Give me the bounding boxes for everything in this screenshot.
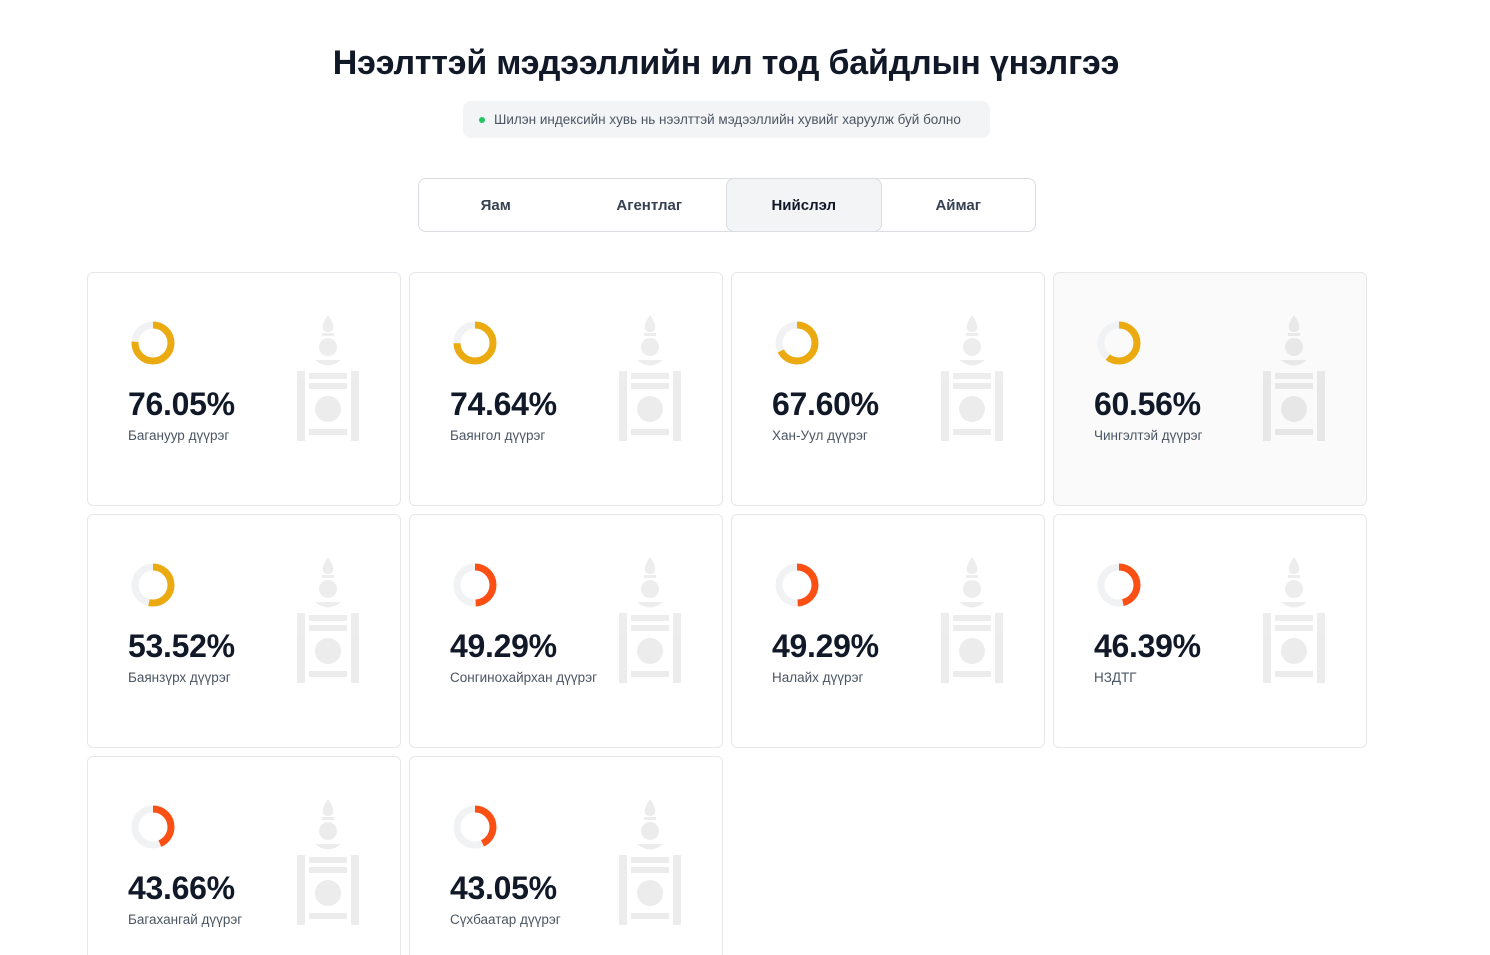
district-card[interactable]: 76.05% Багануур дүүрэг (87, 272, 401, 506)
progress-donut (131, 563, 175, 607)
soyombo-emblem-icon (619, 799, 681, 925)
soyombo-emblem-icon (1263, 557, 1325, 683)
district-name: Сүхбаатар дүүрэг (450, 912, 561, 927)
progress-donut (453, 321, 497, 365)
district-card[interactable]: 43.05% Сүхбаатар дүүрэг (409, 756, 723, 955)
soyombo-emblem-icon (297, 557, 359, 683)
donut-progress-arc (1097, 563, 1141, 607)
tab-niislel[interactable]: Нийслэл (726, 178, 882, 232)
district-card[interactable]: 43.66% Багахангай дүүрэг (87, 756, 401, 955)
info-note: Шилэн индексийн хувь нь нээлттэй мэдээлл… (463, 101, 990, 138)
soyombo-emblem-icon (297, 315, 359, 441)
soyombo-emblem-icon (1263, 315, 1325, 441)
district-name: Багахангай дүүрэг (128, 912, 243, 927)
district-name: Хан-Уул дүүрэг (772, 428, 868, 443)
progress-donut (1097, 321, 1141, 365)
soyombo-emblem-icon (941, 315, 1003, 441)
tab-yam[interactable]: Яам (480, 196, 511, 214)
donut-progress-arc (453, 805, 497, 849)
district-name: Сонгинохайрхан дүүрэг (450, 670, 598, 685)
district-card[interactable]: 46.39% НЗДТГ (1053, 514, 1367, 748)
percent-value: 43.66% (128, 870, 235, 906)
progress-donut (775, 563, 819, 607)
district-card[interactable]: 67.60% Хан-Уул дүүрэг (731, 272, 1045, 506)
donut-progress-arc (131, 321, 175, 365)
progress-donut (131, 805, 175, 849)
district-card[interactable]: 49.29% Налайх дүүрэг (731, 514, 1045, 748)
tab-agentlag[interactable]: Агентлаг (616, 196, 683, 214)
percent-value: 43.05% (450, 870, 557, 906)
percent-value: 53.52% (128, 628, 235, 664)
soyombo-emblem-icon (941, 557, 1003, 683)
donut-progress-arc (131, 563, 175, 607)
percent-value: 46.39% (1094, 628, 1201, 664)
district-name: Налайх дүүрэг (772, 670, 864, 685)
percent-value: 74.64% (450, 386, 557, 422)
district-card[interactable]: 60.56% Чингэлтэй дүүрэг (1053, 272, 1367, 506)
donut-progress-arc (1097, 321, 1141, 365)
district-card[interactable]: 53.52% Баянзүрх дүүрэг (87, 514, 401, 748)
district-name: Баянзүрх дүүрэг (128, 670, 231, 685)
percent-value: 76.05% (128, 386, 235, 422)
soyombo-emblem-icon (619, 315, 681, 441)
district-name: Баянгол дүүрэг (450, 428, 546, 443)
progress-donut (453, 563, 497, 607)
donut-progress-arc (453, 321, 497, 365)
district-card[interactable]: 74.64% Баянгол дүүрэг (409, 272, 723, 506)
percent-value: 49.29% (772, 628, 879, 664)
donut-progress-arc (453, 563, 497, 607)
percent-value: 67.60% (772, 386, 879, 422)
percent-value: 60.56% (1094, 386, 1201, 422)
district-name: Чингэлтэй дүүрэг (1094, 428, 1203, 443)
progress-donut (131, 321, 175, 365)
soyombo-emblem-icon (619, 557, 681, 683)
status-dot-icon (479, 116, 485, 123)
donut-progress-arc (775, 321, 819, 365)
category-tabs: Яам Агентлаг Нийслэл Аймаг (418, 178, 1036, 232)
donut-progress-arc (131, 805, 175, 849)
progress-donut (775, 321, 819, 365)
info-note-text: Шилэн индексийн хувь нь нээлттэй мэдээлл… (494, 112, 961, 127)
soyombo-emblem-icon (297, 799, 359, 925)
tab-aimag[interactable]: Аймаг (935, 196, 982, 214)
district-card[interactable]: 49.29% Сонгинохайрхан дүүрэг (409, 514, 723, 748)
progress-donut (1097, 563, 1141, 607)
donut-progress-arc (775, 563, 819, 607)
percent-value: 49.29% (450, 628, 557, 664)
district-name: Багануур дүүрэг (128, 428, 230, 443)
progress-donut (453, 805, 497, 849)
page-title: Нээлттэй мэдээллийн ил тод байдлын үнэлг… (332, 44, 1120, 82)
district-name: НЗДТГ (1094, 670, 1137, 685)
